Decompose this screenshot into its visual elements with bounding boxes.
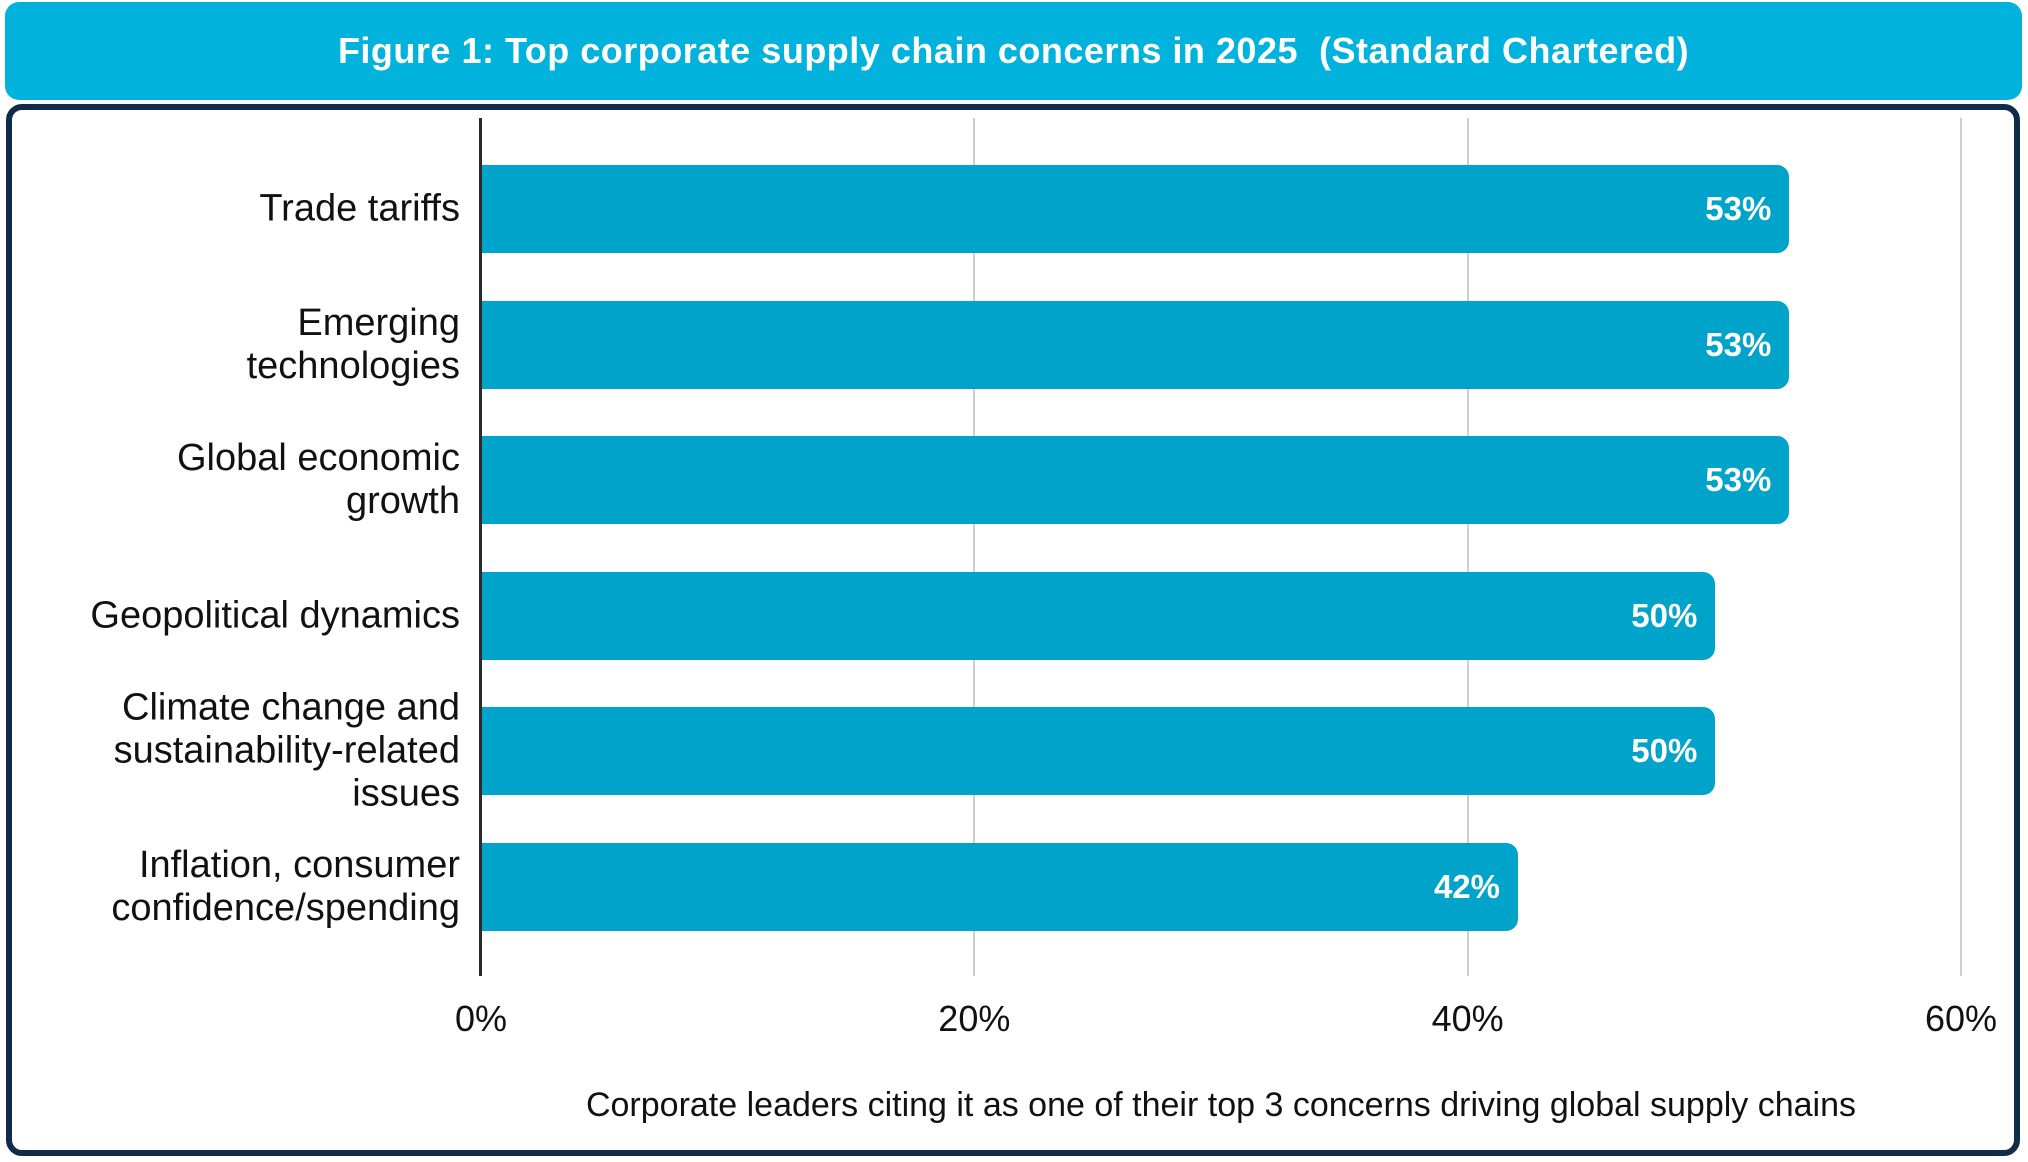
- category-label: Global economic growth: [176, 437, 460, 523]
- x-tick-label: 0%: [454, 998, 508, 1039]
- gridline: [1466, 118, 1469, 976]
- bar-value-label: 53%: [1705, 325, 1772, 363]
- bar-value-label: 53%: [1705, 461, 1772, 499]
- x-tick-label: 60%: [1924, 998, 1998, 1039]
- y-axis-line: [479, 118, 482, 976]
- category-label: Climate change and sustainability-relate…: [113, 686, 460, 815]
- bar-value-label: 53%: [1705, 190, 1772, 227]
- x-tick-label: 20%: [938, 998, 1011, 1039]
- bar: 53%: [482, 165, 1790, 253]
- bar: 50%: [482, 571, 1716, 660]
- x-axis-caption: Corporate leaders citing it as one of th…: [585, 1086, 1857, 1124]
- bar-value-label: 42%: [1433, 868, 1500, 905]
- category-label: Inflation, consumer confidence/spending: [111, 844, 460, 929]
- category-label: Emerging technologies: [246, 301, 460, 387]
- figure-title-banner: Figure 1: Top corporate supply chain con…: [5, 2, 2022, 100]
- bar-value-label: 50%: [1631, 732, 1698, 770]
- bar: 53%: [482, 300, 1790, 389]
- gridline: [1960, 118, 1962, 976]
- figure-title: Figure 1: Top corporate supply chain con…: [337, 30, 1690, 71]
- bar-value-label: 50%: [1631, 596, 1698, 634]
- gridline: [973, 118, 976, 976]
- category-label: Geopolitical dynamics: [90, 594, 460, 637]
- bar: 42%: [482, 843, 1518, 931]
- bar: 50%: [482, 707, 1716, 796]
- bar: 53%: [482, 436, 1790, 525]
- x-tick-label: 40%: [1431, 998, 1504, 1039]
- category-label: Trade tariffs: [259, 187, 460, 230]
